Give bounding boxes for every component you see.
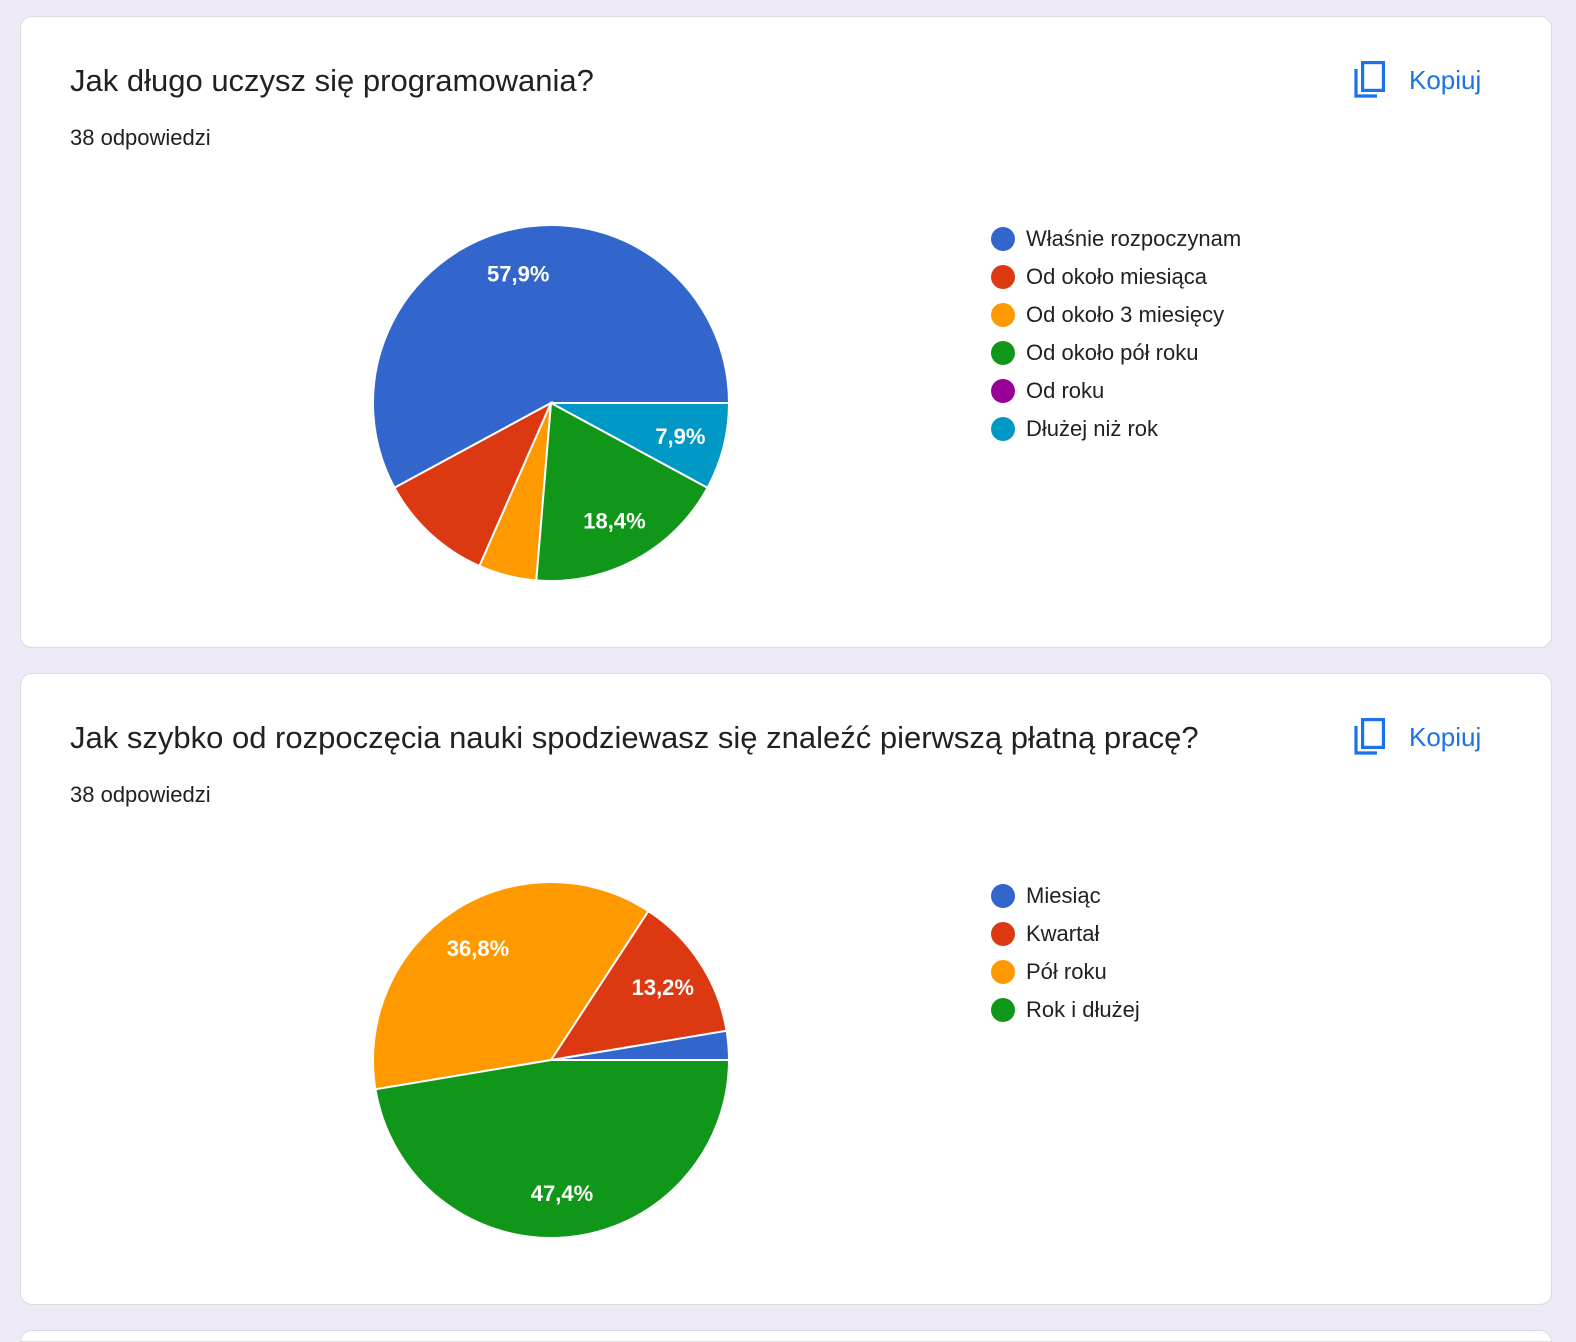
legend-label: Od około 3 miesięcy	[1026, 302, 1225, 327]
copy-button[interactable]: Kopiuj	[1351, 57, 1481, 103]
legend-label: Miesiąc	[1026, 883, 1101, 908]
legend-dot	[991, 960, 1015, 984]
legend: Miesiąc Kwartał Pół roku Rok i dłużej	[991, 877, 1140, 1029]
copy-label: Kopiuj	[1409, 721, 1482, 752]
pie-slice[interactable]	[393, 400, 554, 568]
legend-dot	[991, 341, 1015, 365]
slice-value-label: 13,2%	[632, 975, 694, 1000]
legend-dot	[991, 998, 1015, 1022]
legend-item[interactable]: Kwartał	[991, 915, 1140, 953]
legend-label: Od roku	[1026, 378, 1105, 403]
legend-label: Od około pół roku	[1026, 340, 1199, 365]
legend-label: Od około miesiąca	[1026, 264, 1207, 289]
legend-item[interactable]: Rok i dłużej	[991, 991, 1140, 1029]
legend-dot	[991, 417, 1015, 441]
legend-dot	[991, 884, 1015, 908]
legend-item[interactable]: Miesiąc	[991, 877, 1140, 915]
pie-slice[interactable]	[550, 402, 731, 490]
slice-value-label: 18,4%	[583, 508, 645, 533]
pie-slice[interactable]	[535, 401, 709, 582]
pie-slice[interactable]	[372, 881, 650, 1091]
pie-slice[interactable]	[548, 909, 728, 1062]
pie-chart: 13,2% 36,8% 47,4%	[372, 881, 731, 1239]
legend-item[interactable]: Dłużej niż rok	[991, 410, 1241, 448]
question-title: Jak szybko od rozpoczęcia nauki spodziew…	[70, 720, 1199, 755]
legend-item[interactable]: Od około pół roku	[991, 334, 1241, 372]
slice-value-label: 57,9%	[487, 262, 549, 287]
legend-dot	[991, 303, 1015, 327]
next-card-edge	[20, 1330, 1552, 1342]
legend-item[interactable]: Od około 3 miesięcy	[991, 296, 1241, 334]
copy-icon	[1351, 717, 1387, 757]
legend-item[interactable]: Pół roku	[991, 953, 1140, 991]
copy-label: Kopiuj	[1409, 64, 1482, 95]
copy-icon	[1351, 60, 1387, 100]
question-title: Jak długo uczysz się programowania?	[70, 63, 594, 98]
legend-dot	[991, 265, 1015, 289]
question-card-1: Jak długo uczysz się programowania? 38 o…	[20, 16, 1552, 648]
legend-label: Dłużej niż rok	[1026, 416, 1159, 441]
legend-item[interactable]: Od roku	[991, 372, 1241, 410]
pie-chart: 57,9% 18,4% 7,9%	[372, 224, 731, 582]
question-card-2: Jak szybko od rozpoczęcia nauki spodziew…	[20, 673, 1552, 1305]
legend-dot	[991, 379, 1015, 403]
slice-value-label: 36,8%	[447, 936, 509, 961]
legend-dot	[991, 227, 1015, 251]
legend-dot	[991, 922, 1015, 946]
slice-value-label: 7,9%	[655, 424, 705, 449]
response-count: 38 odpowiedzi	[70, 125, 211, 150]
legend-label: Kwartał	[1026, 921, 1100, 946]
legend-label: Właśnie rozpoczynam	[1026, 226, 1242, 251]
legend-label: Rok i dłużej	[1026, 997, 1140, 1022]
legend: Właśnie rozpoczynam Od około miesiąca Od o…	[991, 220, 1241, 448]
legend-item[interactable]: Od około miesiąca	[991, 258, 1241, 296]
legend-item[interactable]: Właśnie rozpoczynam	[991, 220, 1241, 258]
pie-slice[interactable]	[374, 1059, 731, 1239]
response-count: 38 odpowiedzi	[70, 782, 211, 807]
slice-value-label: 47,4%	[531, 1181, 593, 1206]
legend-label: Pół roku	[1026, 959, 1107, 984]
pie-slice[interactable]	[372, 224, 731, 490]
copy-button[interactable]: Kopiuj	[1351, 714, 1481, 760]
